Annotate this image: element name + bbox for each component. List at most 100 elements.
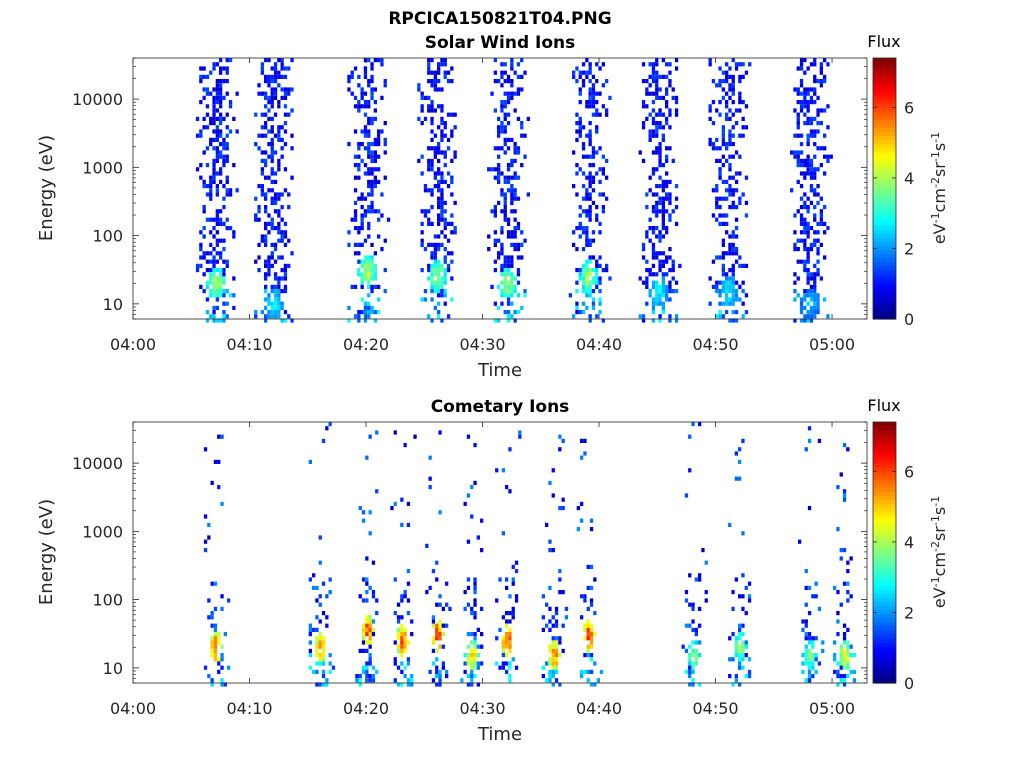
heatmap-cell [430, 83, 434, 88]
heatmap-cell [396, 632, 401, 637]
heatmap-cell [400, 648, 404, 653]
heatmap-cell [576, 527, 580, 532]
heatmap-cell [363, 66, 368, 71]
heatmap-cell [513, 289, 517, 294]
heatmap-cell [807, 678, 812, 683]
heatmap-cell [506, 293, 511, 298]
colorbar-segment [873, 306, 896, 312]
heatmap-cell [558, 577, 562, 582]
heatmap-cell [367, 259, 371, 264]
heatmap-cell [734, 678, 738, 683]
heatmap-cell [731, 289, 735, 294]
heatmap-cell [658, 301, 662, 306]
heatmap-cell [558, 640, 562, 645]
heatmap-cell [585, 226, 589, 231]
heatmap-cell [400, 627, 404, 632]
heatmap-cell [651, 129, 656, 134]
heatmap-cell [846, 661, 850, 666]
heatmap-cell [516, 196, 521, 201]
heatmap-cell [849, 669, 853, 674]
heatmap-cell [273, 293, 278, 298]
heatmap-cell [443, 280, 447, 285]
heatmap-cell [684, 623, 689, 628]
heatmap-cell [655, 251, 659, 256]
heatmap-cell [212, 293, 216, 298]
heatmap-cell [433, 79, 437, 84]
heatmap-cell [651, 74, 656, 79]
heatmap-cell [280, 234, 284, 239]
heatmap-cell [658, 314, 662, 319]
heatmap-cell [658, 297, 662, 302]
heatmap-cell [585, 238, 589, 243]
heatmap-cell [207, 522, 211, 527]
heatmap-cell [523, 238, 527, 243]
heatmap-cell [513, 146, 517, 151]
colorbar-tick-label: 2 [904, 603, 914, 622]
heatmap-cell [277, 133, 281, 138]
heatmap-cell [373, 310, 377, 315]
heatmap-cell [315, 615, 319, 620]
heatmap-cell [580, 455, 584, 460]
heatmap-cell [513, 318, 517, 323]
heatmap-cell [500, 268, 504, 273]
heatmap-cell [501, 531, 505, 536]
heatmap-cell [440, 175, 444, 180]
heatmap-cell [506, 263, 511, 268]
heatmap-cell [708, 301, 712, 306]
heatmap-cell [651, 133, 656, 138]
heatmap-cell [222, 238, 226, 243]
heatmap-cell [513, 158, 517, 163]
heatmap-cell [220, 653, 224, 658]
heatmap-cell [500, 192, 504, 197]
heatmap-cell [734, 150, 739, 155]
heatmap-cell [799, 301, 804, 306]
colorbar-tick-label: 6 [904, 462, 914, 481]
heatmap-cell [708, 116, 712, 121]
heatmap-cell [273, 112, 278, 117]
heatmap-cell [267, 230, 271, 235]
heatmap-cell [205, 192, 210, 197]
heatmap-cell [283, 104, 288, 109]
heatmap-cell [225, 289, 229, 294]
heatmap-cell [225, 125, 229, 130]
heatmap-cell [661, 196, 665, 201]
heatmap-cell [665, 184, 669, 189]
heatmap-cell [803, 217, 807, 222]
heatmap-cell [842, 493, 847, 498]
heatmap-cell [273, 276, 278, 281]
heatmap-cell [453, 154, 457, 159]
heatmap-cell [368, 653, 372, 658]
heatmap-cell [741, 100, 745, 105]
heatmap-cell [796, 150, 800, 155]
heatmap-cell [270, 125, 274, 130]
heatmap-cell [368, 674, 372, 679]
heatmap-cell [510, 184, 514, 189]
heatmap-cell [738, 154, 742, 159]
heatmap-cell [738, 74, 742, 79]
heatmap-cell [232, 276, 236, 281]
heatmap-cell [493, 242, 497, 247]
heatmap-cell [277, 221, 281, 226]
heatmap-cell [793, 280, 797, 285]
heatmap-cell [803, 247, 807, 252]
heatmap-cell [476, 682, 480, 687]
colorbar-segment [873, 298, 896, 304]
heatmap-cell [219, 276, 223, 281]
heatmap-cell [277, 284, 281, 289]
heatmap-cell [655, 297, 659, 302]
y-axis-label: Energy (eV) [36, 499, 57, 605]
heatmap-cell [578, 310, 582, 315]
heatmap-cell [813, 62, 817, 67]
heatmap-cell [674, 196, 679, 201]
heatmap-cell [267, 221, 271, 226]
heatmap-cell [503, 125, 507, 130]
heatmap-cell [842, 489, 847, 494]
heatmap-cell [228, 104, 233, 109]
heatmap-cell [823, 74, 827, 79]
heatmap-cell [508, 678, 512, 683]
heatmap-cell [205, 217, 210, 222]
heatmap-cell [260, 192, 264, 197]
heatmap-cell [205, 74, 210, 79]
heatmap-cell [470, 678, 474, 683]
heatmap-cell [280, 268, 284, 273]
